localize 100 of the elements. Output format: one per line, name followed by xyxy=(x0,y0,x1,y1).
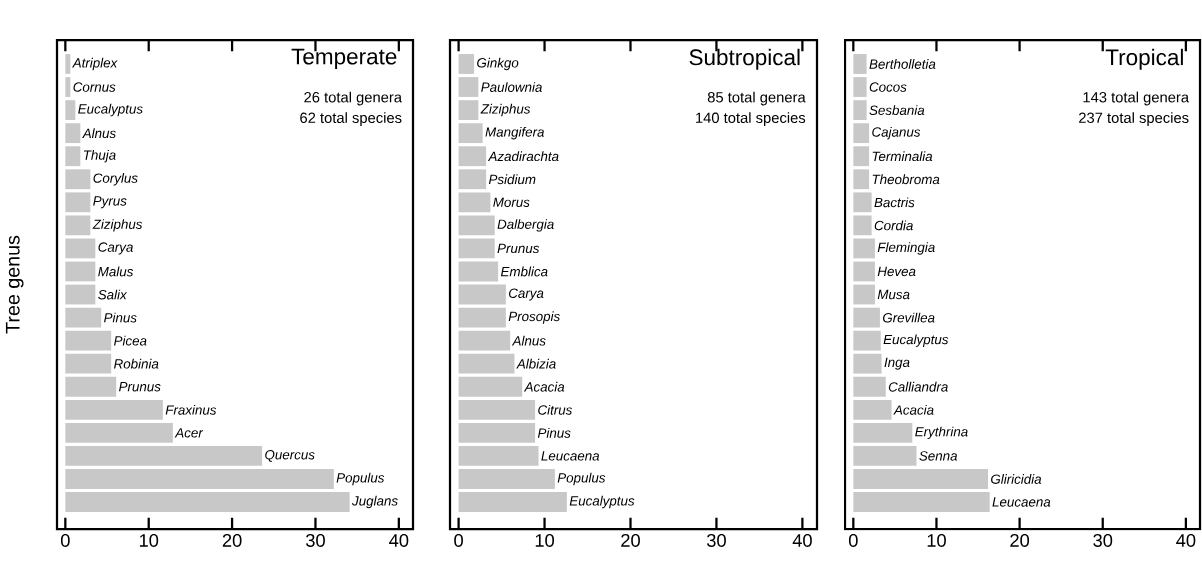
bar xyxy=(853,399,892,420)
y-tick-label: Juglans xyxy=(352,495,398,509)
x-tick-label: 0 xyxy=(848,533,858,547)
bar xyxy=(65,215,91,236)
bar xyxy=(458,376,523,397)
bar xyxy=(65,422,173,443)
bar xyxy=(853,376,886,397)
bar xyxy=(458,123,483,144)
bar xyxy=(853,77,867,97)
bar xyxy=(458,330,511,351)
y-tick-label: Albizia xyxy=(516,358,556,369)
y-tick-label: Picea xyxy=(114,335,147,346)
bar xyxy=(853,169,870,190)
y-tick-label: Citrus xyxy=(538,404,573,415)
bar xyxy=(65,54,71,74)
y-tick-label: Acer xyxy=(174,428,204,438)
bar xyxy=(65,492,350,512)
annotation: 237 total species xyxy=(1079,112,1189,126)
bar xyxy=(65,353,112,374)
annotation: 140 total species xyxy=(696,112,806,126)
bar xyxy=(65,330,112,351)
y-tick-label: Acacia xyxy=(893,404,934,415)
y-tick-label: Pinus xyxy=(104,312,137,323)
bar xyxy=(458,261,499,282)
y-tick-label: Terminalia xyxy=(872,151,933,162)
bar xyxy=(853,192,872,213)
bar xyxy=(65,446,263,466)
y-tick-label: Azadirachta xyxy=(487,151,559,162)
bar xyxy=(853,353,882,374)
y-tick-label: Morus xyxy=(493,197,530,207)
bar xyxy=(853,492,990,512)
x-tick-label: 0 xyxy=(60,533,70,547)
bar xyxy=(65,100,76,120)
bar xyxy=(65,307,102,328)
bar xyxy=(853,422,913,443)
x-tick-label: 0 xyxy=(454,533,463,547)
y-tick-label: Eucalyptus xyxy=(569,495,635,509)
annotation: 26 total genera xyxy=(304,91,403,106)
y-tick-label: Corylus xyxy=(93,173,138,186)
bar xyxy=(65,77,71,97)
y-tick-label: Prunus xyxy=(497,243,540,254)
y-tick-label: Carya xyxy=(508,288,544,301)
y-tick-label: Prunus xyxy=(119,382,161,392)
y-tick-label: Fraxinus xyxy=(165,404,217,415)
bar xyxy=(458,100,479,120)
y-tick-label: Pinus xyxy=(537,427,571,438)
y-tick-label: Mangifera xyxy=(485,126,544,140)
bar xyxy=(458,353,515,374)
bar xyxy=(65,238,96,259)
x-tick-label: 20 xyxy=(1010,533,1030,547)
y-tick-label: Sesbania xyxy=(869,105,925,115)
bar xyxy=(65,469,334,489)
y-tick-label: Salix xyxy=(98,289,128,300)
y-tick-label: Leucaena xyxy=(541,451,600,461)
annotation: 85 total genera xyxy=(707,91,806,106)
bar xyxy=(853,100,867,120)
y-tick-label: Senna xyxy=(919,451,958,461)
y-tick-label: Cornus xyxy=(73,82,116,92)
x-tick-label: 30 xyxy=(1093,533,1113,547)
y-tick-label: Inga xyxy=(884,357,910,370)
y-tick-label: Theobroma xyxy=(872,174,940,185)
y-tick-label: Ziziphus xyxy=(480,103,531,117)
chart-title: Temperate xyxy=(291,48,397,69)
bar xyxy=(65,261,96,282)
bar xyxy=(853,284,875,305)
x-tick-label: 20 xyxy=(222,533,242,547)
y-tick-label: Flemingia xyxy=(877,242,935,255)
chart-title: Subtropical xyxy=(689,48,800,70)
y-tick-label: Alnus xyxy=(82,128,116,139)
bar xyxy=(458,492,567,512)
y-tick-label: Musa xyxy=(877,289,910,300)
bar xyxy=(458,307,506,328)
y-tick-label: Ginkgo xyxy=(477,57,519,71)
x-tick-label: 10 xyxy=(139,533,159,547)
y-tick-label: Erythrina xyxy=(915,426,968,440)
bar xyxy=(853,123,870,144)
y-tick-label: Calliandra xyxy=(888,381,948,392)
y-tick-label: Eucalyptus xyxy=(883,334,949,347)
chart-title: Tropical xyxy=(1105,48,1183,70)
y-tick-label: Quercus xyxy=(265,450,315,462)
bar xyxy=(458,469,555,489)
bar xyxy=(853,146,870,167)
bar xyxy=(853,446,917,466)
bar xyxy=(853,330,881,351)
y-tick-label: Leucaena xyxy=(992,497,1051,507)
bar xyxy=(65,123,81,144)
bar xyxy=(458,192,491,213)
x-tick-label: 40 xyxy=(1176,533,1196,547)
bar xyxy=(458,54,475,74)
bar xyxy=(65,192,91,213)
bar xyxy=(853,215,872,236)
bar xyxy=(458,238,495,259)
y-tick-label: Emblica xyxy=(500,266,548,277)
x-tick-label: 40 xyxy=(792,533,812,547)
y-tick-label: Pyrus xyxy=(93,196,127,209)
bar xyxy=(853,261,875,282)
annotation: 143 total genera xyxy=(1083,91,1190,106)
bar xyxy=(458,77,479,97)
x-tick-label: 10 xyxy=(927,533,946,547)
x-tick-label: 10 xyxy=(535,533,554,547)
